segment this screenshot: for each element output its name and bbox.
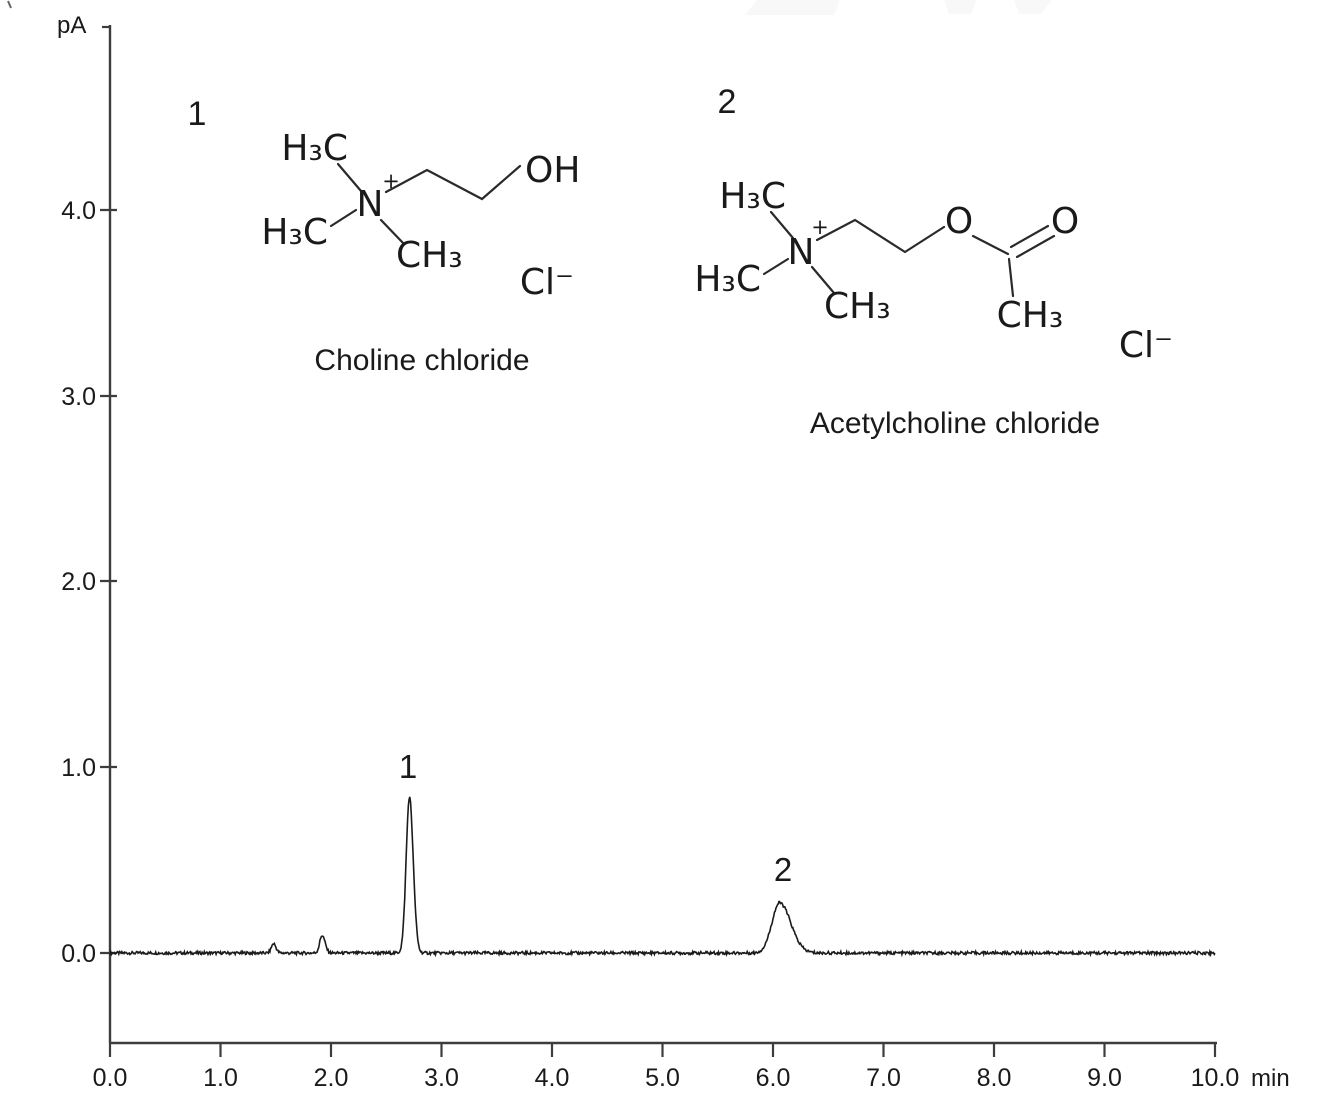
bond-double-2 (1015, 234, 1056, 259)
x-axis: 0.0 1.0 2.0 3.0 4.0 5.0 6.0 7.0 8.0 9.0 … (93, 1041, 1290, 1092)
corner-artifact (7, 0, 12, 9)
bond (769, 210, 795, 240)
x-tick-label: 6.0 (756, 1064, 791, 1092)
bond (762, 257, 790, 276)
x-tick-label: 3.0 (424, 1064, 459, 1092)
counter-ion-chloride: Cl⁻ (520, 262, 574, 303)
y-tick-label: 3.0 (61, 383, 96, 411)
x-tick-label: 4.0 (535, 1064, 570, 1092)
watermark-fragments (745, 0, 1052, 15)
bond (810, 265, 836, 295)
x-tick-label: 5.0 (645, 1064, 680, 1092)
x-axis-unit-label: min (1251, 1065, 1290, 1092)
watermark-shape (745, 0, 840, 15)
atom-hydroxyl: OH (525, 150, 580, 191)
atom-methyl-bottom: CH₃ (396, 235, 463, 276)
bond-chain (815, 218, 946, 254)
atom-methyl-left: H₃C (694, 259, 761, 300)
peak-1-label: 1 (399, 748, 417, 785)
atom-methyl-top: H₃C (281, 128, 348, 169)
x-tick-label: 10.0 (1191, 1064, 1240, 1092)
y-tick-label: 4.0 (61, 197, 96, 225)
chromatogram-trace (109, 796, 1216, 958)
y-axis-unit-label: pA (57, 12, 86, 39)
atom-ester-oxygen: O (945, 201, 973, 242)
x-tick-label: 9.0 (1087, 1064, 1122, 1092)
bond (1007, 257, 1015, 298)
y-axis: 4.0 3.0 2.0 1.0 0.0 pA (57, 12, 117, 1043)
structure-1-number: 1 (188, 95, 207, 133)
bond (971, 234, 1010, 256)
watermark-shape (944, 0, 977, 14)
y-tick-label: 0.0 (61, 940, 96, 968)
nitrogen-charge: + (811, 215, 829, 239)
atom-nitrogen: N (788, 232, 815, 273)
watermark-shape (1014, 0, 1052, 14)
bond (379, 218, 406, 246)
atom-acetyl-methyl: CH₃ (997, 295, 1064, 336)
structure-2-name: Acetylcholine chloride (810, 407, 1100, 440)
y-tick-label: 2.0 (61, 568, 96, 596)
y-tick-label: 1.0 (61, 754, 96, 782)
atom-nitrogen: N (357, 184, 384, 225)
atom-methyl-top: H₃C (719, 176, 786, 217)
bond-double-1 (1009, 224, 1050, 249)
bond-chain (384, 164, 522, 201)
atom-methyl-left: H₃C (261, 212, 328, 253)
x-tick-label: 8.0 (977, 1064, 1012, 1092)
bond (329, 208, 358, 228)
structure-2-acetylcholine: 2 H₃C H₃C CH₃ N + O O CH₃ Cl⁻ Acetylchol… (694, 83, 1173, 440)
nitrogen-charge: + (382, 169, 400, 193)
structure-2-number: 2 (718, 83, 737, 121)
atom-methyl-bottom: CH₃ (824, 286, 891, 327)
bond (336, 162, 363, 193)
structure-1-name: Choline chloride (314, 344, 529, 377)
x-tick-label: 1.0 (203, 1064, 238, 1092)
counter-ion-chloride: Cl⁻ (1119, 325, 1173, 366)
x-tick-label: 0.0 (93, 1064, 128, 1092)
x-tick-label: 2.0 (314, 1064, 349, 1092)
atom-carbonyl-oxygen: O (1051, 201, 1079, 242)
structure-1-choline: 1 H₃C H₃C CH₃ N + OH Cl⁻ Choline chlorid… (188, 95, 581, 377)
peak-2-label: 2 (774, 851, 792, 888)
x-tick-label: 7.0 (866, 1064, 901, 1092)
